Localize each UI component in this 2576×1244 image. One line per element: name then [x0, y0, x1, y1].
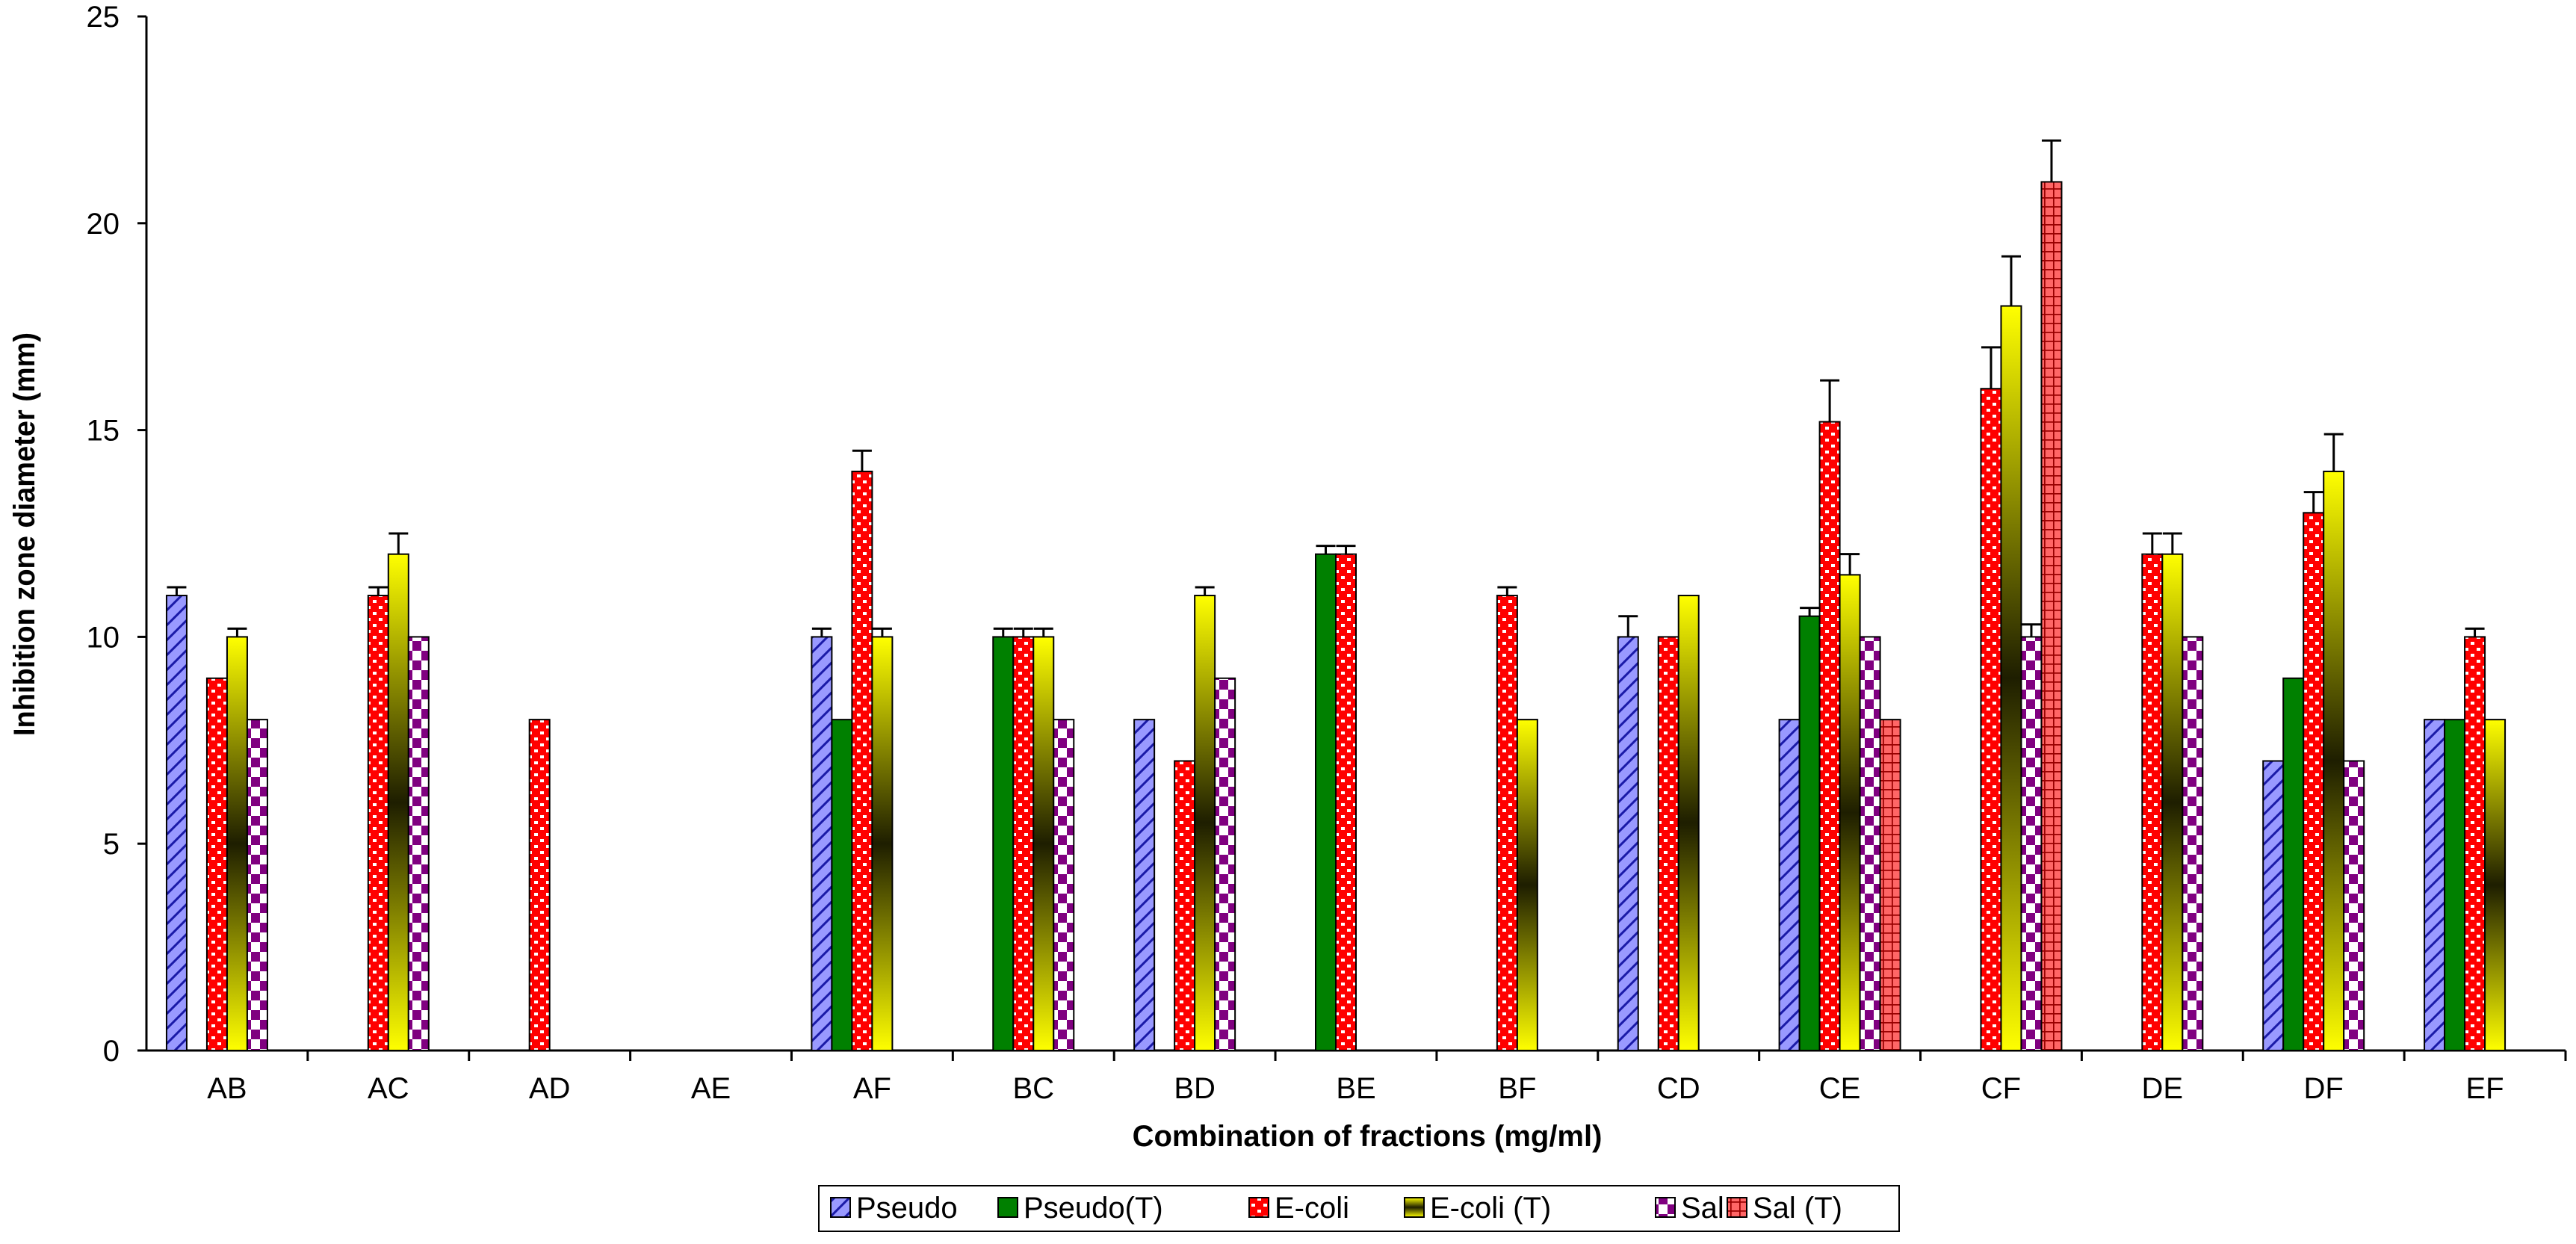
y-tick-label: 25: [87, 1, 120, 34]
bar-ecoliT-af: [871, 636, 894, 1051]
bar-ecoliT-df: [2323, 470, 2345, 1051]
bar-ecoli-ef: [2464, 636, 2486, 1051]
legend-label-pseudoT: Pseudo(T): [1024, 1192, 1163, 1225]
legend-label-salT: Sal (T): [1753, 1192, 1842, 1225]
bar-ecoli-af: [851, 470, 873, 1051]
bar-ecoliT-cf: [2000, 305, 2022, 1051]
x-tick-label: AC: [368, 1072, 409, 1105]
bar-ecoli-de: [2141, 553, 2164, 1051]
bar-pseudo-cd: [1617, 636, 1639, 1051]
x-tick-label: CD: [1657, 1072, 1700, 1105]
x-axis-title: Combination of fractions (mg/ml): [1133, 1120, 1603, 1153]
bar-pseudoT-af: [831, 719, 853, 1051]
bar-ecoli-ab: [205, 677, 228, 1051]
bar-pseudoT-bc: [992, 636, 1015, 1051]
bar-ecoliT-bd: [1194, 595, 1216, 1051]
bar-ecoliT-ab: [226, 636, 248, 1051]
x-tick-label: EF: [2466, 1072, 2504, 1105]
legend-swatch-pseudo: [830, 1197, 851, 1218]
bar-sal-ab: [246, 719, 268, 1051]
bar-ecoli-bc: [1012, 636, 1035, 1051]
bar-ecoli-ad: [528, 719, 551, 1051]
bar-pseudoT-ce: [1798, 615, 1821, 1051]
bar-ecoliT-ef: [2484, 719, 2507, 1051]
bar-sal-df: [2343, 760, 2365, 1051]
legend-label-ecoliT: E-coli (T): [1430, 1192, 1551, 1225]
bar-ecoliT-bf: [1516, 719, 1538, 1051]
legend: Pseudo Pseudo(T) E-coli E-coli (T) Sal Sal (T…: [830, 1192, 1842, 1225]
x-tick-label: BE: [1336, 1072, 1375, 1105]
legend-swatch-ecoliT: [1404, 1197, 1425, 1218]
bar-sal-ac: [407, 636, 430, 1051]
x-tick-label: AE: [691, 1072, 731, 1105]
x-tick-label: CF: [1981, 1072, 2021, 1105]
legend-swatch-ecoli: [1248, 1197, 1269, 1218]
y-tick-label: 10: [87, 621, 120, 654]
y-tick-label: 15: [87, 415, 120, 448]
x-tick-label: CE: [1819, 1072, 1861, 1105]
x-tick-label: BC: [1012, 1072, 1054, 1105]
x-tick-label: AB: [207, 1072, 247, 1105]
legend-swatch-sal: [1655, 1197, 1676, 1218]
bar-pseudo-ef: [2424, 719, 2446, 1051]
bar-salT-cf: [2040, 181, 2063, 1052]
bar-ecoli-ce: [1818, 421, 1841, 1051]
legend-swatch-salT: [1727, 1197, 1747, 1218]
bar-pseudoT-df: [2282, 677, 2305, 1051]
x-tick-label: DF: [2304, 1072, 2344, 1105]
x-tick-label: AD: [529, 1072, 571, 1105]
bar-pseudoT-be: [1315, 553, 1337, 1051]
bar-salT-ce: [1879, 719, 1901, 1051]
legend-label-pseudo: Pseudo: [856, 1192, 958, 1225]
legend-swatch-pseudoT: [997, 1197, 1018, 1218]
bar-pseudo-ab: [165, 595, 188, 1051]
bar-ecoli-cd: [1657, 636, 1679, 1051]
y-tick-label: 0: [103, 1035, 120, 1068]
bar-sal-bc: [1053, 719, 1075, 1051]
bar-ecoliT-cd: [1677, 595, 1700, 1051]
bar-ecoli-bf: [1496, 595, 1518, 1051]
legend-label-ecoli: E-coli: [1275, 1192, 1349, 1225]
x-tick-label: DE: [2142, 1072, 2184, 1105]
bar-ecoli-be: [1335, 553, 1357, 1051]
bar-pseudo-df: [2262, 760, 2285, 1051]
bar-ecoliT-bc: [1032, 636, 1055, 1051]
bar-pseudo-bd: [1133, 719, 1156, 1051]
y-tick-label: 20: [87, 208, 120, 241]
bar-sal-bd: [1214, 677, 1236, 1051]
legend-label-sal: Sal: [1681, 1192, 1724, 1225]
bar-ecoli-df: [2303, 512, 2325, 1051]
bar-pseudoT-ef: [2444, 719, 2466, 1051]
bar-ecoli-bd: [1174, 760, 1196, 1051]
bar-sal-de: [2182, 636, 2204, 1051]
bar-sal-ce: [1859, 636, 1881, 1051]
bar-ecoli-cf: [1980, 388, 2002, 1051]
bar-ecoli-ac: [367, 595, 389, 1051]
x-tick-label: BF: [1498, 1072, 1536, 1105]
bar-ecoliT-de: [2161, 553, 2184, 1051]
x-tick-label: AF: [853, 1072, 891, 1105]
bar-ecoliT-ac: [387, 553, 409, 1051]
bar-sal-cf: [2020, 636, 2043, 1051]
y-tick-label: 5: [103, 828, 120, 861]
x-tick-label: BD: [1174, 1072, 1216, 1105]
bar-pseudo-ce: [1778, 719, 1801, 1051]
y-axis-title: Inhibition zone diameter (mm): [8, 332, 41, 736]
bar-ecoliT-ce: [1839, 574, 1861, 1051]
bar-pseudo-af: [811, 636, 833, 1051]
